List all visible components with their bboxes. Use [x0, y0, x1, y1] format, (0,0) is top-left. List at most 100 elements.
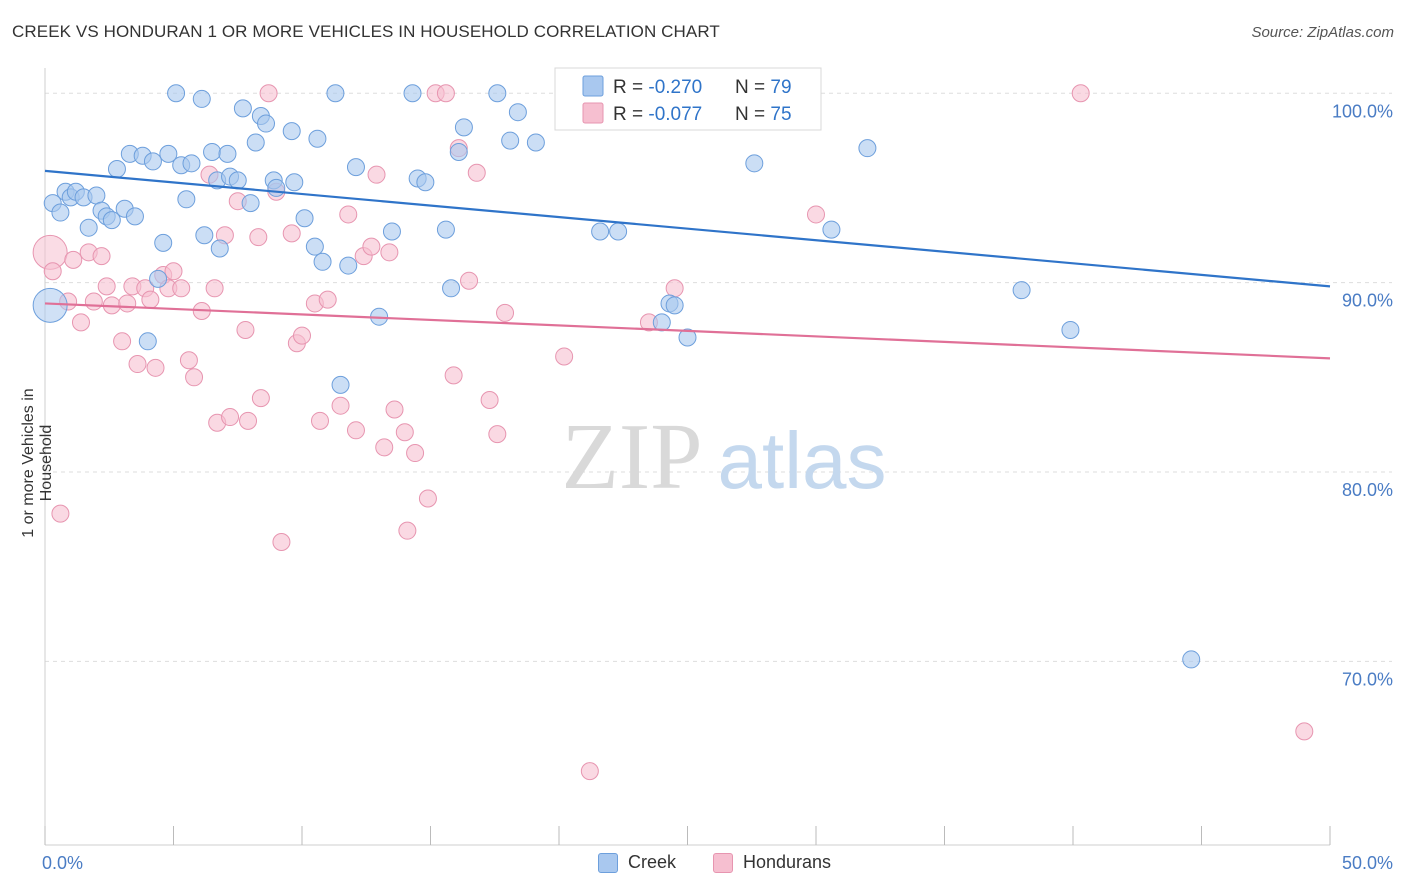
creek-point [745, 154, 764, 173]
y-tick-label: 100.0% [1332, 101, 1393, 121]
legend-item-hondurans: Hondurans [713, 852, 831, 873]
hondurans-point [367, 165, 386, 184]
creek-point [282, 122, 301, 141]
hondurans-point [293, 326, 311, 345]
hondurans-point [496, 303, 515, 322]
hondurans-point [480, 391, 499, 410]
creek-point [154, 233, 173, 252]
hondurans-point [179, 351, 198, 370]
creek-point [305, 237, 324, 256]
hondurans-swatch [713, 852, 733, 873]
creek-point [382, 222, 401, 241]
watermark-zip: ZIP [562, 405, 703, 509]
hondurans-point [1071, 84, 1090, 103]
svg-text:R = -0.270: R = -0.270 [613, 77, 702, 98]
hondurans-point [362, 237, 381, 256]
creek-point [313, 252, 332, 271]
creek-point [267, 178, 286, 197]
source-label: Source: ZipAtlas.com [1251, 24, 1394, 41]
hondurans-point [239, 411, 258, 430]
chart-title: CREEK VS HONDURAN 1 OR MORE VEHICLES IN … [12, 22, 720, 41]
creek-trend-line [44, 169, 1331, 288]
hondurans-point [555, 347, 574, 366]
creek-point [246, 133, 265, 152]
legend-hond-r-value: -0.077 [648, 104, 702, 125]
svg-text:R = -0.077: R = -0.077 [613, 104, 702, 125]
legend-item-creek: Creek [598, 852, 676, 873]
creek-point [442, 279, 461, 298]
legend-hond-n-label: N = [735, 104, 770, 125]
creek-point [285, 173, 304, 192]
legend-creek-swatch [582, 75, 604, 97]
creek-swatch [598, 852, 618, 873]
creek-point [1012, 281, 1031, 300]
hondurans-point [64, 250, 83, 269]
creek-point [346, 158, 365, 177]
svg-text:N = 79: N = 79 [735, 77, 792, 98]
hondurans-point [580, 762, 599, 781]
creek-point [449, 142, 468, 161]
hondurans-point [444, 366, 463, 385]
legend-hond-swatch [582, 102, 604, 124]
creek-point [508, 103, 527, 122]
hondurans-point [380, 243, 399, 262]
creek-point [526, 133, 545, 152]
legend-hondurans-label: Hondurans [743, 852, 832, 872]
y-axis-title: 1 or more Vehicles in Household [20, 388, 55, 538]
hondurans-point [282, 224, 301, 243]
hondurans-point [51, 504, 70, 523]
creek-point [233, 99, 252, 118]
creek-point [51, 203, 70, 222]
hondurans-point [272, 533, 291, 552]
hondurans-point [385, 400, 404, 419]
hondurans-point [488, 425, 507, 444]
creek-point [488, 84, 507, 103]
trend-lines [44, 169, 1331, 360]
creek-point [125, 207, 144, 226]
series-legend: Creek Hondurans [0, 852, 1406, 876]
hondurans-point [318, 290, 337, 309]
creek-point [192, 89, 211, 108]
legend-creek-r-value: -0.270 [648, 77, 702, 98]
creek-points [32, 84, 1201, 669]
creek-point [308, 129, 327, 148]
hondurans-point [236, 320, 255, 339]
hondurans-trend-line [44, 302, 1331, 360]
axes [44, 68, 1331, 846]
creek-point [182, 154, 201, 173]
gridlines [45, 92, 1392, 662]
hondurans-point [1295, 722, 1314, 741]
hondurans-point [128, 355, 147, 374]
y-tick-labels: 70.0% 80.0% 90.0% 100.0% [1332, 101, 1393, 689]
hondurans-point [185, 368, 204, 387]
creek-point [326, 84, 345, 103]
creek-point [228, 171, 247, 190]
hondurans-point [436, 84, 455, 103]
hondurans-point [146, 358, 165, 377]
hondurans-point [467, 163, 486, 182]
creek-point [218, 144, 237, 163]
x-tick-labels: 0.0% 50.0% [42, 853, 1393, 873]
y-tick-label: 80.0% [1342, 480, 1393, 500]
creek-point [678, 328, 697, 347]
creek-point [167, 84, 186, 103]
legend-creek-label: Creek [628, 852, 677, 872]
creek-point [436, 220, 455, 239]
creek-point [665, 296, 684, 315]
hondurans-point [71, 313, 90, 332]
creek-point [177, 190, 196, 209]
hondurans-point [665, 279, 684, 298]
creek-point [195, 226, 214, 245]
watermark-atlas: atlas [718, 416, 887, 505]
legend-hond-n-value: 75 [770, 104, 791, 125]
creek-point [159, 144, 178, 163]
hondurans-point [346, 421, 365, 440]
creek-point [138, 332, 157, 351]
creek-point [609, 222, 628, 241]
creek-point [210, 239, 229, 258]
creek-point [241, 194, 260, 213]
creek-point [102, 211, 121, 230]
creek-point [149, 269, 168, 288]
hondurans-point [84, 292, 103, 311]
